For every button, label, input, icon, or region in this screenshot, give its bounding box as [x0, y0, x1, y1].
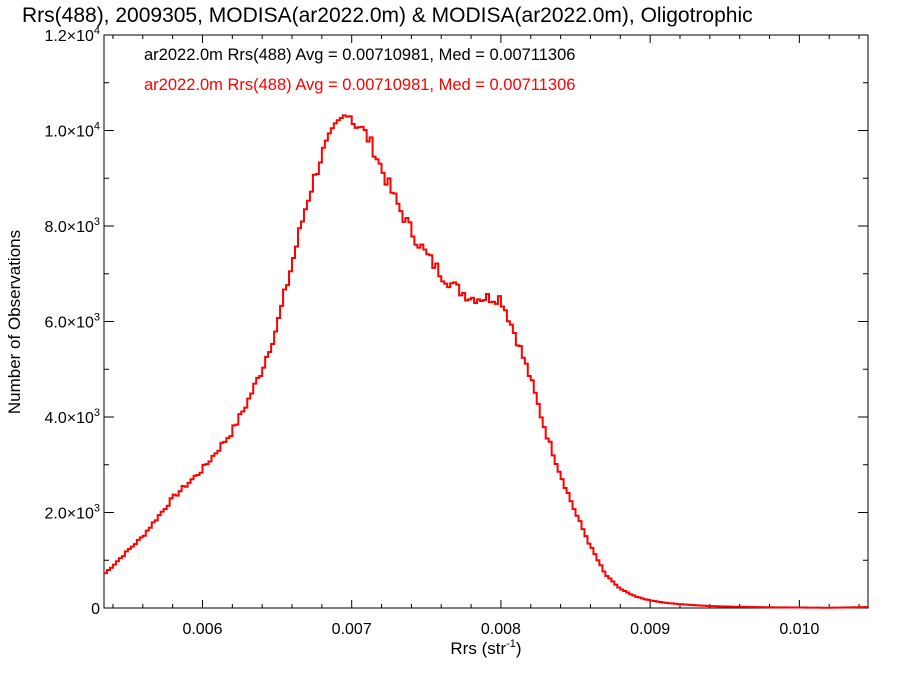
y-tick-label: 1.0×104: [44, 121, 100, 141]
y-axis: 0 2.0×103 4.0×103 6.0×103 8.0×103 1.0×104 1.2×…: [44, 25, 868, 618]
histogram-series-0: [104, 114, 869, 609]
y-tick-label: 0: [91, 601, 100, 618]
plot-frame: [103, 34, 869, 609]
x-axis-label: Rrs (str-1): [450, 638, 521, 658]
x-axis: 0.006 0.007 0.008 0.009 0.010: [112, 35, 860, 638]
y-tick-label: 8.0×103: [44, 216, 100, 236]
x-tick-label: 0.007: [332, 621, 372, 638]
y-tick-label: 6.0×103: [44, 312, 100, 332]
y-tick-label: 1.2×104: [44, 25, 100, 45]
x-tick-label: 0.008: [481, 621, 521, 638]
series-layer: [104, 114, 869, 609]
legend-entry-red: ar2022.0m Rrs(488) Avg = 0.00710981, Med…: [144, 76, 575, 94]
x-tick-label: 0.006: [182, 621, 222, 638]
y-axis-label: Number of Observations: [5, 230, 24, 414]
legend: ar2022.0m Rrs(488) Avg = 0.00710981, Med…: [144, 46, 575, 94]
y-tick-label: 4.0×103: [44, 407, 100, 427]
y-tick-label: 2.0×103: [44, 503, 100, 523]
legend-entry-black: ar2022.0m Rrs(488) Avg = 0.00710981, Med…: [144, 46, 575, 64]
x-tick-label: 0.010: [779, 621, 819, 638]
x-tick-label: 0.009: [630, 621, 670, 638]
chart-title: Rrs(488), 2009305, MODISA(ar2022.0m) & M…: [22, 4, 753, 27]
